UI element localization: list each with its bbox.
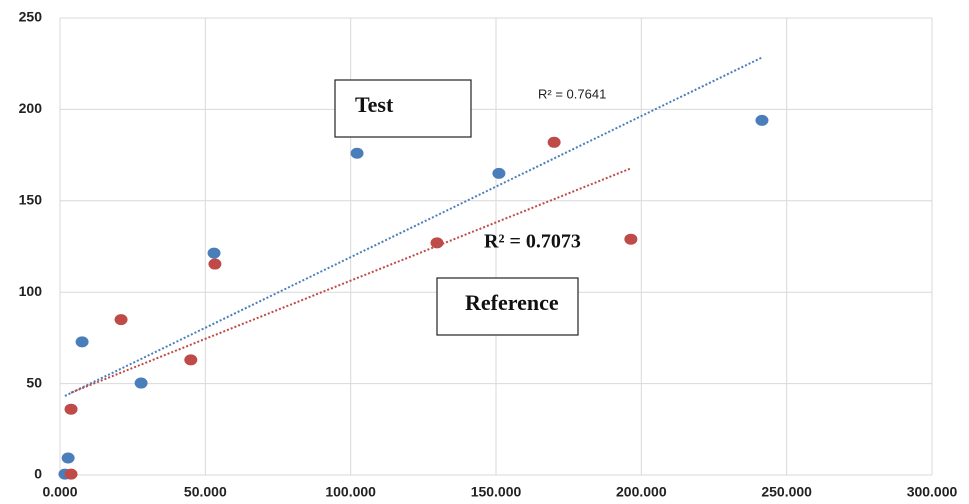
point [184,354,198,366]
legend-label: Reference [465,290,559,315]
x-tick-label: 300.000 [907,484,958,500]
r-squared-label: R² = 0.7073 [484,231,581,253]
x-tick-label: 200.000 [616,484,667,500]
point [492,167,506,179]
point [430,237,444,249]
legend-label: Test [355,92,394,117]
point [134,377,148,389]
x-tick-label: 250.000 [761,484,812,500]
point [64,468,78,480]
y-tick-label: 150 [19,192,43,208]
x-tick-label: 50.000 [184,484,227,500]
x-tick-label: 0.000 [42,484,77,500]
legend-box [436,277,579,336]
trendline [64,56,763,397]
y-tick-label: 200 [19,100,43,116]
y-tick-label: 250 [19,9,43,25]
point [61,452,75,464]
point [207,247,221,259]
point [624,233,638,245]
y-tick-label: 50 [26,374,42,390]
legend-box [334,79,472,138]
y-tick-label: 100 [19,283,43,299]
point [350,147,364,159]
y-tick-label: 0 [34,466,42,482]
x-tick-label: 150.000 [471,484,522,500]
point [75,336,89,348]
x-tick-label: 100.000 [325,484,376,500]
point [547,136,561,148]
r-squared-label: R² = 0.7641 [538,86,606,101]
point [208,258,222,270]
point [755,114,769,126]
point [64,403,78,415]
trendline [70,167,632,394]
point [114,314,128,326]
